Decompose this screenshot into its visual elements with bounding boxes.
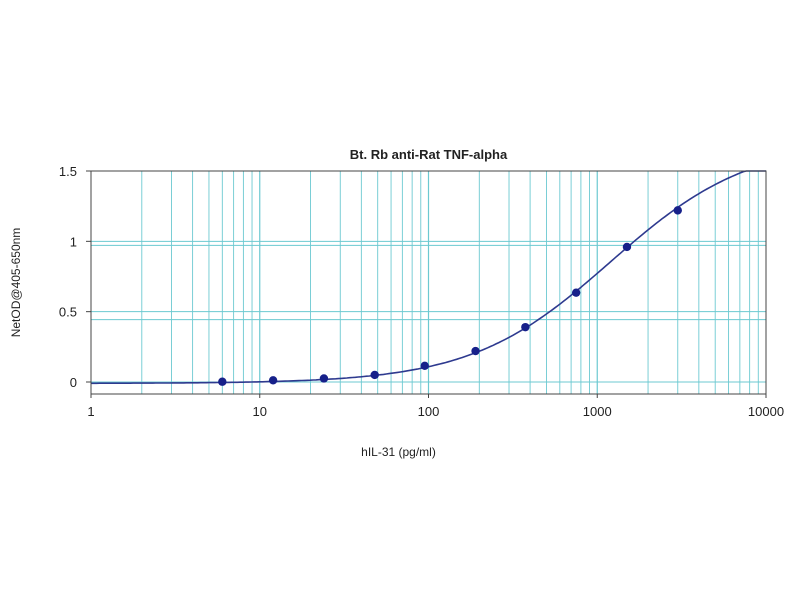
data-point [571,288,581,297]
y-tick-label: 1.5 [59,164,77,179]
y-tick-label: 0 [70,375,77,390]
data-point [471,346,480,356]
data-point [420,361,429,371]
x-tick-label: 100 [418,404,440,419]
y-tick-labels: 0 0.5 1 1.5 [59,164,91,390]
data-points [218,206,682,386]
chart-title: Bt. Rb anti-Rat TNF-alpha [350,147,508,162]
x-tick-label: 10000 [748,404,784,419]
x-tick-label: 10 [253,404,267,419]
x-tick-labels: 1 10 100 1000 10000 [87,394,784,419]
y-axis-label: NetOD@405-650nm [9,228,23,338]
y-tick-label: 1 [70,234,77,249]
data-point [218,377,227,386]
x-axis-label: hIL-31 (pg/ml) [361,445,436,459]
data-point [673,206,682,215]
data-point [319,374,329,383]
grid-lines [91,171,766,394]
data-point [370,370,379,380]
data-point [622,242,632,252]
x-tick-label: 1 [87,404,94,419]
x-tick-label: 1000 [583,404,612,419]
data-point [268,376,278,385]
y-tick-label: 0.5 [59,305,77,320]
data-point [521,322,530,332]
